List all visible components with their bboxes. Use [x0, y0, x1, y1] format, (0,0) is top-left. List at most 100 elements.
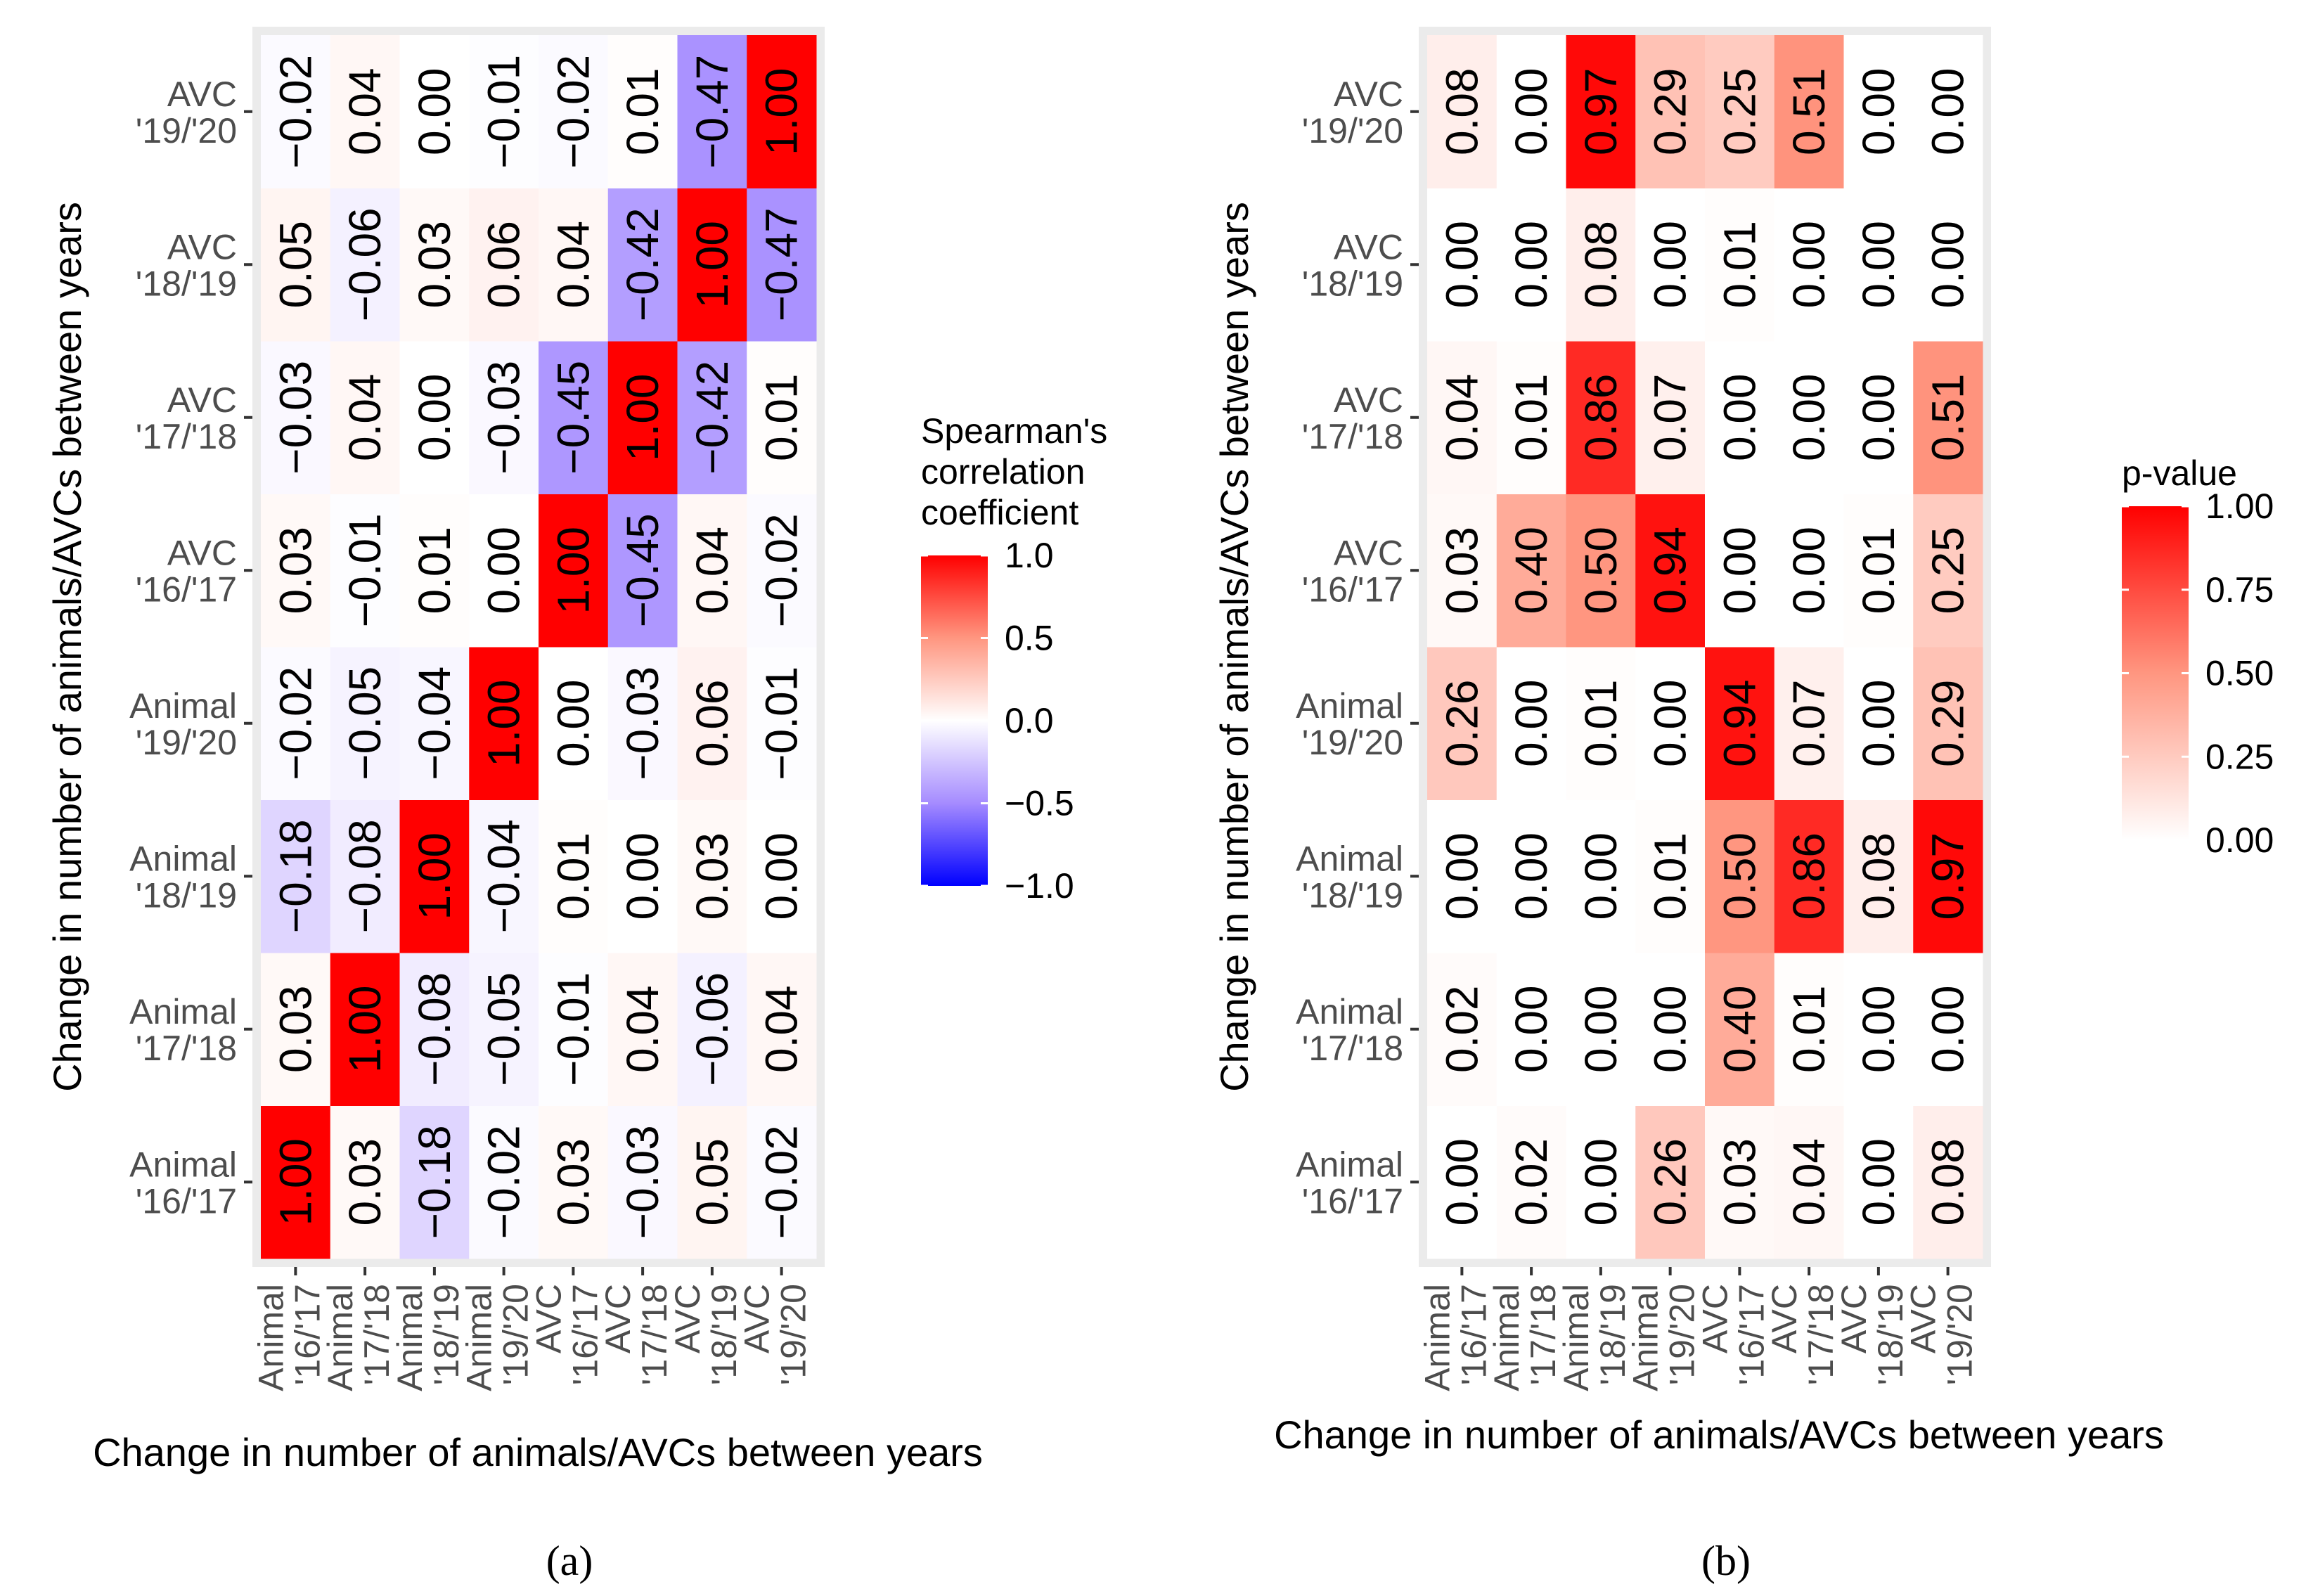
cell-value-label: 0.01 — [1784, 985, 1834, 1073]
x-tick-label: Animal'16/'17 — [251, 1284, 327, 1391]
heatmap-cell — [1635, 188, 1706, 342]
heatmap-cell — [1774, 341, 1844, 494]
cell-value-label: 0.00 — [1853, 1138, 1904, 1226]
heatmap-cell — [1427, 35, 1497, 188]
cell-value-label: 0.94 — [1714, 679, 1765, 767]
heatmap-cell — [261, 799, 331, 953]
heatmap-cell — [261, 35, 331, 188]
cell-value-label: 0.02 — [1436, 985, 1487, 1073]
heatmap-cell — [330, 494, 400, 648]
heatmap-cell — [747, 953, 817, 1106]
heatmap-cell — [539, 799, 609, 953]
heatmap-cell — [607, 647, 678, 800]
heatmap-cell — [539, 953, 609, 1106]
x-tick-label: Animal'16/'17 — [1417, 1284, 1493, 1391]
cell-value-label: 0.00 — [409, 67, 460, 155]
heatmap-cell — [1496, 953, 1566, 1106]
heatmap-cell — [747, 35, 817, 188]
heatmap-cell — [1427, 1105, 1497, 1259]
cell-value-label: 0.07 — [1645, 373, 1696, 461]
cell-value-label: 1.00 — [687, 221, 737, 309]
y-tick-label: AVC '18/'19 — [1302, 227, 1403, 303]
cell-value-label: 0.00 — [479, 527, 529, 614]
cell-value-label: 1.00 — [548, 527, 598, 614]
heatmap-cell — [1635, 953, 1706, 1106]
heatmap-cell — [677, 35, 747, 188]
x-tick-label: Animal'17/'18 — [1487, 1284, 1563, 1391]
heatmap-cell — [607, 494, 678, 648]
cell-value-label: 0.00 — [1923, 221, 1973, 309]
heatmap-cell — [1843, 953, 1914, 1106]
heatmap-cell — [1913, 494, 1983, 648]
legend-title: p-value — [2122, 453, 2237, 493]
heatmap-cell — [469, 188, 539, 342]
cell-value-label: 0.08 — [1576, 221, 1626, 309]
heatmap-cell — [607, 799, 678, 953]
cell-value-label: 0.00 — [1436, 1138, 1487, 1226]
cell-value-label: 0.01 — [756, 373, 807, 461]
cell-value-label: 0.00 — [1506, 679, 1557, 767]
heatmap-cell — [399, 799, 470, 953]
caption-a: (a) — [546, 1538, 593, 1584]
y-tick-label: Animal '16/'17 — [1296, 1145, 1403, 1221]
cell-value-label: −0.05 — [479, 972, 529, 1086]
cell-value-label: 1.00 — [340, 985, 390, 1073]
cell-value-label: 1.00 — [617, 373, 668, 461]
cell-value-label: 0.00 — [1576, 1138, 1626, 1226]
heatmap-cell — [1913, 1105, 1983, 1259]
cell-value-label: −0.05 — [340, 667, 390, 780]
cell-value-label: 0.00 — [409, 373, 460, 461]
heatmap-cell — [1566, 188, 1636, 342]
cell-value-label: −0.03 — [617, 667, 668, 780]
cell-value-label: 0.01 — [1714, 221, 1765, 309]
heatmap-cell — [1566, 799, 1636, 953]
y-tick-label: Animal '19/'20 — [129, 686, 237, 762]
heatmap-cell — [469, 341, 539, 494]
heatmap-cell — [747, 494, 817, 648]
cell-value-label: 1.00 — [409, 832, 460, 920]
cell-value-label: 0.08 — [1853, 832, 1904, 920]
heatmap-cell — [469, 953, 539, 1106]
cell-value-label: 0.03 — [409, 221, 460, 309]
heatmap-cell — [539, 494, 609, 648]
cell-value-label: 0.00 — [617, 832, 668, 920]
heatmap-cell — [1843, 494, 1914, 648]
y-axis-title: Change in number of animals/AVCs between… — [45, 202, 89, 1092]
legend-title: Spearman's — [921, 411, 1107, 451]
legend-tick-label: 0.50 — [2205, 654, 2274, 693]
cell-value-label: 1.00 — [479, 679, 529, 767]
cell-value-label: −0.03 — [479, 361, 529, 475]
y-tick-label: AVC '18/'19 — [136, 227, 237, 303]
heatmap-cell — [1427, 494, 1497, 648]
cell-value-label: −0.01 — [479, 55, 529, 169]
heatmap-cell — [1635, 35, 1706, 188]
cell-value-label: 0.51 — [1923, 373, 1973, 461]
heatmap-cell — [1913, 647, 1983, 800]
heatmap-cell — [607, 1105, 678, 1259]
cell-value-label: 0.00 — [1784, 527, 1834, 614]
heatmap-cell — [1705, 35, 1775, 188]
cell-value-label: 1.00 — [756, 67, 807, 155]
x-tick-label: AVC'17/'18 — [598, 1284, 674, 1385]
heatmap-cell — [1843, 799, 1914, 953]
heatmap-cell — [1774, 799, 1844, 953]
cell-value-label: 0.08 — [1436, 67, 1487, 155]
heatmap-cell — [1774, 188, 1844, 342]
heatmap-cell — [330, 188, 400, 342]
heatmap-cell — [1427, 341, 1497, 494]
heatmap-cell — [1496, 494, 1566, 648]
heatmap-cell — [1913, 341, 1983, 494]
cell-value-label: 0.00 — [1853, 373, 1904, 461]
cell-value-label: −0.02 — [479, 1125, 529, 1239]
heatmap-cell — [1705, 799, 1775, 953]
heatmap-cell — [261, 1105, 331, 1259]
cell-value-label: −0.02 — [548, 55, 598, 169]
heatmap-cell — [1635, 341, 1706, 494]
y-tick-label: Animal '18/'19 — [129, 839, 237, 915]
x-tick-label: AVC'19/'20 — [1904, 1284, 1980, 1385]
cell-value-label: −0.01 — [340, 513, 390, 627]
heatmap-cell — [399, 341, 470, 494]
heatmap-cell — [330, 1105, 400, 1259]
y-tick-label: AVC '17/'18 — [1302, 380, 1403, 456]
cell-value-label: 0.00 — [1576, 832, 1626, 920]
